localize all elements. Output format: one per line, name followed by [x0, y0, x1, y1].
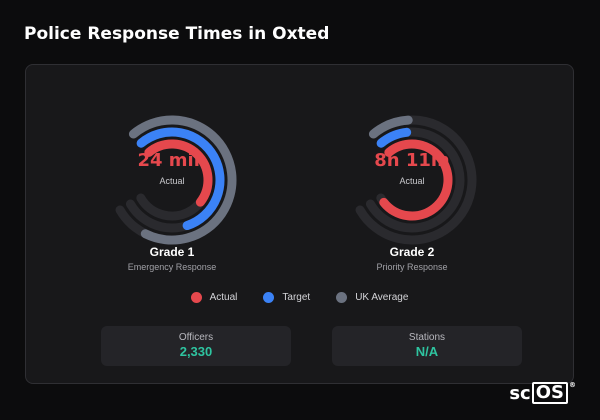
- grade-1-sub-label: Actual: [159, 176, 185, 186]
- grade-1-ring-chart: [115, 115, 237, 245]
- legend-item-actual: Actual: [190, 292, 238, 303]
- logo-prefix: sc: [509, 382, 531, 404]
- grade-1-description: Emergency Response: [127, 262, 217, 272]
- scos-logo: sc OS ®: [509, 381, 576, 404]
- grade-1-value: 24 min: [137, 150, 207, 171]
- grade-2-gauge: 8h 11m Actual Grade 2 Priority Response: [322, 105, 502, 315]
- legend-label-actual: Actual: [209, 292, 238, 303]
- uk-average-arc: [368, 115, 413, 139]
- stations-value: N/A: [415, 344, 439, 359]
- legend-item-target: Target: [263, 292, 310, 303]
- grade-2-name: Grade 2: [389, 245, 435, 259]
- response-panel: 24 min Actual Grade 1 Emergency Response…: [25, 64, 574, 384]
- grade-1-name: Grade 1: [149, 245, 195, 259]
- stations-stat-card: Stations N/A: [332, 326, 522, 366]
- target-arc: [136, 127, 225, 231]
- grade-2-sub-label: Actual: [399, 176, 425, 186]
- legend-label-uk-average: UK Average: [355, 292, 409, 303]
- actual-arc: [144, 139, 213, 207]
- legend-item-uk-average: UK Average: [336, 292, 408, 303]
- page-title: Police Response Times in Oxted: [24, 24, 330, 44]
- target-arc: [376, 127, 412, 148]
- legend-label-target: Target: [282, 292, 311, 303]
- target-track: [365, 127, 465, 233]
- grade-2-description: Priority Response: [376, 262, 448, 272]
- logo-registered-mark: ®: [569, 381, 576, 389]
- target-dot-icon: [263, 292, 275, 303]
- logo-boxed: OS: [531, 382, 568, 404]
- uk-average-track: [355, 115, 477, 245]
- stations-label: Stations: [408, 332, 446, 343]
- legend: Actual Target UK Average: [26, 292, 573, 303]
- officers-value: 2,330: [179, 344, 213, 359]
- grade-2-value: 8h 11m: [374, 150, 450, 171]
- uk-average-arc: [128, 115, 237, 245]
- officers-label: Officers: [178, 332, 214, 343]
- officers-stat-card: Officers 2,330: [101, 326, 291, 366]
- actual-arc: [379, 139, 453, 221]
- actual-dot-icon: [190, 292, 202, 303]
- grade-2-ring-chart: [355, 115, 477, 245]
- uk-average-dot-icon: [336, 292, 348, 303]
- grade-1-gauge: 24 min Actual Grade 1 Emergency Response: [82, 105, 262, 315]
